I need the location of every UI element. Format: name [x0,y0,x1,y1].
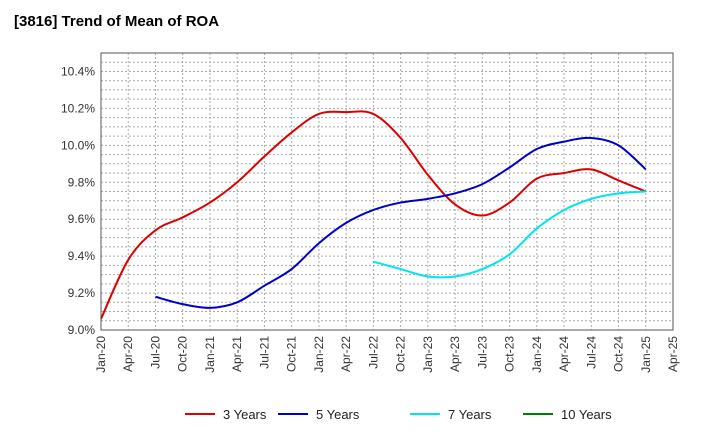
legend-item: 3 Years [185,407,267,422]
x-tick-label: Oct-24 [612,336,626,372]
series-line-7-years [373,190,646,279]
series-line-5-years [155,136,647,309]
series-lines [100,110,647,320]
x-tick-label: Apr-25 [666,336,680,372]
y-tick-label: 9.2% [68,286,96,300]
x-tick-label: Jan-20 [94,336,108,373]
x-tick-label: Apr-23 [448,336,462,372]
legend-item: 7 Years [410,407,492,422]
x-tick-label: Jul-22 [366,336,380,369]
legend-label: 3 Years [223,407,267,422]
y-axis-ticks: 9.0% 9.2% 9.4% 9.6% 9.8% 10.0% 10.2% 10.4% [61,64,95,337]
x-tick-label: Apr-24 [557,336,571,372]
y-tick-label: 9.8% [68,175,96,189]
x-tick-label: Jul-21 [257,336,271,369]
legend: 3 Years 5 Years 7 Years 10 Years [185,407,612,422]
x-tick-label: Oct-22 [394,336,408,372]
legend-item: 5 Years [278,407,360,422]
y-tick-label: 10.4% [61,64,95,78]
x-tick-label: Apr-21 [230,336,244,372]
x-tick-label: Oct-23 [503,336,517,372]
y-tick-label: 9.6% [68,212,96,226]
grid-lines [101,53,673,330]
legend-label: 10 Years [561,407,612,422]
y-tick-label: 10.2% [61,101,95,115]
x-tick-label: Jul-23 [475,336,489,369]
x-tick-label: Jan-22 [312,336,326,373]
y-tick-label: 9.0% [68,323,96,337]
series-line-3-years [100,110,647,320]
x-tick-label: Oct-20 [176,336,190,372]
x-axis-ticks: Jan-20 Apr-20 Jul-20 Oct-20 Jan-21 Apr-21 Jul-… [94,336,680,373]
legend-label: 7 Years [448,407,492,422]
y-tick-label: 9.4% [68,249,96,263]
x-tick-label: Jul-24 [584,336,598,369]
x-tick-label: Oct-21 [285,336,299,372]
x-tick-label: Jan-23 [421,336,435,373]
legend-item: 10 Years [523,407,612,422]
x-tick-label: Jan-21 [203,336,217,373]
x-tick-label: Jan-24 [530,336,544,373]
chart-title: [3816] Trend of Mean of ROA [14,13,220,30]
x-tick-label: Apr-22 [339,336,353,372]
x-tick-label: Jul-20 [148,336,162,369]
x-tick-label: Jan-25 [639,336,653,373]
plot-frame [100,52,674,331]
legend-label: 5 Years [316,407,360,422]
x-tick-label: Apr-20 [121,336,135,372]
y-tick-label: 10.0% [61,138,95,152]
